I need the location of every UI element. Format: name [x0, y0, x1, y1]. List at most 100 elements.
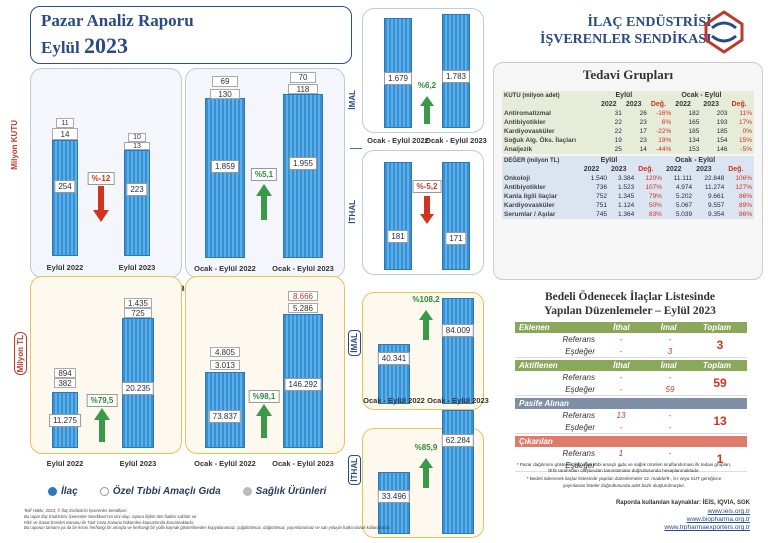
seg-top: 1.435 — [124, 298, 152, 308]
value-label: 33.496 — [377, 490, 411, 503]
table-row: Kardiyovasküler 22 17 -22% 185 185 0% — [504, 128, 752, 135]
down-arrow-icon — [420, 196, 434, 224]
x-label: Ocak - Eylül 2022 — [367, 136, 429, 145]
total-value: 59 — [713, 376, 727, 390]
bedeli-section: Pasife Alınan Referans 13- Eşdeğer - -13 — [515, 398, 747, 434]
seg-mid: 130 — [210, 89, 240, 99]
up-arrow-icon — [94, 408, 110, 442]
bar-tl-ithal-2022 — [378, 472, 410, 534]
value-label: 1.859 — [210, 160, 240, 173]
change-label: %-12 — [87, 172, 115, 185]
x-label: Ocak - Eylül 2023 — [425, 136, 487, 145]
legend-dot-icon — [242, 486, 252, 496]
seg-mid: 382 — [54, 378, 76, 388]
value-label: 73.837 — [208, 410, 242, 423]
ithal-label: İTHAL — [348, 200, 357, 224]
seg-top: 8.666 — [288, 291, 318, 301]
value-label: 20.235 — [121, 382, 155, 395]
x-label: Ocak - Eylül 2023 — [427, 396, 489, 405]
x-label: Eylül 2023 — [118, 263, 156, 272]
seg-top: 4.805 — [210, 347, 240, 357]
x-label: Eylül 2023 — [119, 459, 157, 468]
bedeli-section: Eklenen İthal İmal Toplam Referans - - Eşdeğer -… — [515, 322, 747, 358]
x-label: Ocak - Eylül 2023 — [272, 264, 334, 273]
bar-kutu-eylul-2022 — [52, 140, 78, 256]
table-row: Onkoloji 1.540 3.384 120% 11.111 22.848 106% — [504, 175, 752, 182]
up-arrow-icon — [256, 404, 272, 438]
seg-mid: 118 — [288, 84, 318, 94]
seg-mid: 3.013 — [210, 360, 240, 370]
bedeli-table: Eklenen İthal İmal Toplam Referans - - Eşdeğer -… — [515, 322, 747, 474]
seg-top: 10 — [128, 133, 146, 142]
seg-mid: 14 — [52, 128, 78, 140]
bedeli-section: Çıkarılan Referans 1- Eşdeğer - -1 — [515, 436, 747, 472]
bar-ithal-2022 — [384, 162, 412, 270]
total-value: 1 — [716, 452, 724, 466]
seg-mid: 13 — [124, 142, 150, 150]
seg-mid: 725 — [124, 308, 152, 318]
value-label: 11.275 — [49, 414, 81, 427]
bedeli-title: Bedeli Ödenecek İlaçlar Listesinde Yapıla… — [544, 291, 716, 317]
legend-tl: İlaç Özel Tıbbi Amaçlı Gıda Sağlık Ürünl… — [48, 486, 326, 497]
bedeli-section: Aktiflenen İthal İmal Toplam Referans - - Eşdeğ… — [515, 360, 747, 396]
value-label: 1.679 — [383, 72, 413, 85]
bar-kutu-eylul-2023 — [124, 150, 150, 256]
change-label: %5,1 — [250, 168, 278, 181]
value-label: 223 — [126, 183, 148, 196]
urls[interactable]: www.ieis.org.tr www.biopharma.org.tr www.t… — [664, 508, 750, 531]
change-label: %-5,2 — [412, 180, 442, 193]
table-row: Kanla ilgili ilaçlar 752 1.345 79% 5.202 9.66… — [504, 193, 752, 200]
org-logo-icon — [704, 10, 744, 54]
seg-top: 69 — [212, 76, 238, 87]
report-period: Eylül 2023 — [41, 33, 128, 58]
value-label: 254 — [54, 180, 76, 193]
x-label: Eylül 2022 — [46, 263, 84, 272]
up-arrow-icon — [419, 458, 433, 488]
change-label: %108,2 — [412, 295, 440, 304]
org-name: İLAÇ ENDÜSTRİSİ İŞVERENLER SENDİKASI — [540, 15, 712, 47]
value-label: 146.292 — [284, 378, 322, 391]
value-label: 181 — [387, 230, 409, 243]
tl-side-label: Milyon TL — [16, 335, 25, 373]
table-row: Analjezik 25 14 -44% 153 146 -5% — [504, 146, 752, 153]
value-label: 171 — [445, 232, 467, 245]
table-row: Antibiyotikler 736 1.523 107% 4.974 11.274 127… — [504, 184, 752, 191]
total-value: 3 — [716, 338, 724, 352]
bar-tl-ithal-2023 — [442, 410, 474, 534]
report-title: Pazar Analiz Raporu — [41, 11, 194, 30]
kutu-ithal-panel — [362, 150, 484, 275]
seg-top: 70 — [290, 72, 316, 83]
seg-mid: 5.286 — [288, 303, 318, 313]
value-label: 84.009 — [441, 324, 475, 337]
table-row: Antibiyotikler 22 23 6% 165 193 17% — [504, 119, 752, 126]
report-title-box: Pazar Analiz Raporu Eylül 2023 — [30, 6, 352, 64]
footer-copyright: Telif Hakkı, 2023, © İlaç Endüstrisi İşv… — [24, 508, 392, 531]
x-label: Ocak - Eylül 2023 — [272, 459, 334, 468]
x-label: Ocak - Eylül 2022 — [194, 459, 256, 468]
kutu-imal-panel — [362, 8, 484, 133]
table-row: Antiromatizmal 31 26 -16% 182 203 11% — [504, 110, 752, 117]
imal-label: İMAL — [348, 90, 357, 110]
change-label: %6,2 — [417, 81, 437, 90]
table-row: Soğuk Alg. Öks. İlaçları 19 23 19% 134 154 15% — [504, 137, 752, 144]
value-label: 62.284 — [441, 434, 475, 447]
table-row: Kardiyovasküler 751 1.124 50% 5.067 9.557 89% — [504, 202, 752, 209]
imal-label: İMAL — [350, 333, 359, 353]
ithal-label: İTHAL — [350, 458, 359, 482]
x-label: Ocak - Eylül 2022 — [194, 264, 256, 273]
table-row: Serumlar / Aşılar 745 1.364 83% 5.039 9.354 86… — [504, 211, 752, 218]
seg-top: 894 — [54, 368, 76, 378]
legend-dot-icon — [99, 486, 109, 496]
tedavi-kutu-table: KUTU (milyon adet) Eylül Ocak - Eylül 2022… — [502, 91, 754, 154]
bar-kutu-ytd-2023 — [283, 94, 323, 258]
x-label: Eylül 2022 — [46, 459, 84, 468]
up-arrow-icon — [256, 184, 272, 220]
down-arrow-icon — [93, 186, 109, 222]
legend-dot-icon — [48, 486, 57, 496]
change-label: %79,5 — [86, 394, 118, 407]
seg-top: 11 — [56, 118, 74, 128]
change-label: %85,9 — [414, 443, 438, 452]
bar-kutu-ytd-2022 — [205, 98, 245, 258]
change-label: %98,1 — [248, 390, 280, 403]
bar-tl-imal-2023 — [442, 298, 474, 404]
